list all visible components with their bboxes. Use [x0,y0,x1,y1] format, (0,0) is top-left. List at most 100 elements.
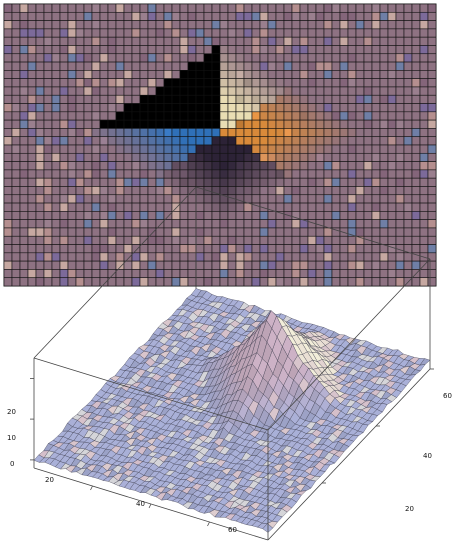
heatmap-cell [427,53,437,63]
heatmap-cell [171,219,181,229]
heatmap-cell [427,152,437,162]
heatmap-cell [123,211,133,220]
heatmap-cell [339,235,349,245]
heatmap-cell [115,94,125,104]
heatmap-cell [27,119,37,129]
heatmap-cell [379,211,389,220]
heatmap-cell [115,260,125,270]
heatmap-cell [59,94,69,104]
heatmap-cell [363,252,373,262]
heatmap-cell [155,227,165,237]
heatmap-cell [107,94,117,104]
heatmap-cell [419,177,429,187]
heatmap-cell [187,78,197,88]
heatmap-cell [179,20,189,30]
heatmap-cell [211,78,221,88]
heatmap-cell [27,161,37,171]
heatmap-cell [259,161,269,171]
heatmap-cell [283,194,293,204]
heatmap-cell [35,94,45,104]
heatmap-cell [123,103,133,113]
heatmap-cell [403,252,413,262]
heatmap-cell [35,177,45,187]
heatmap-cell [75,277,85,287]
heatmap-cell [27,53,37,63]
heatmap-cell [339,119,349,129]
heatmap-cell [115,235,125,245]
heatmap-cell [355,111,365,121]
heatmap-cell [243,269,253,279]
heatmap-cell [307,36,317,46]
heatmap-cell [27,169,37,179]
heatmap-cell [379,28,389,38]
heatmap-cell [43,177,53,187]
heatmap-cell [227,86,237,96]
heatmap-cell [147,28,157,38]
heatmap-cell [3,186,13,196]
heatmap-cell [235,244,245,254]
heatmap-cell [267,235,277,245]
heatmap-cell [419,211,429,220]
heatmap-cell [147,94,157,104]
heatmap-cell [363,53,373,63]
heatmap-cell [323,161,333,171]
heatmap-cell [347,211,357,220]
heatmap-cell [99,202,109,212]
heatmap-cell [83,244,93,254]
heatmap-cell [43,119,53,129]
heatmap-cell [307,20,317,30]
heatmap-cell [227,144,237,154]
heatmap-cell [363,144,373,154]
heatmap-cell [291,169,301,179]
heatmap-cell [371,202,381,212]
heatmap-cell [403,94,413,104]
heatmap-cell [235,186,245,196]
heatmap-cell [307,53,317,63]
heatmap-cell [267,3,277,13]
heatmap-cell [299,202,309,212]
heatmap-cell [115,111,125,121]
heatmap-cell [195,136,205,146]
heatmap-cell [163,36,173,46]
heatmap-cell [427,211,437,220]
heatmap-cell [355,260,365,270]
heatmap-cell [387,152,397,162]
heatmap-cell [107,61,117,71]
heatmap-cell [355,78,365,88]
heatmap-cell [3,136,13,146]
heatmap-cell [75,61,85,71]
heatmap-cell [91,202,101,212]
heatmap-cell [187,119,197,129]
heatmap-cell [283,45,293,55]
heatmap-cell [251,78,261,88]
heatmap-cell [59,161,69,171]
heatmap-cell [27,136,37,146]
heatmap-cell [371,177,381,187]
heatmap-cell [83,61,93,71]
heatmap-cell [371,11,381,21]
heatmap-cell [235,269,245,279]
heatmap-cell [331,36,341,46]
heatmap-cell [131,53,141,63]
heatmap-cell [211,244,221,254]
heatmap-cell [59,111,69,121]
heatmap-cell [291,28,301,38]
heatmap-cell [323,177,333,187]
heatmap-cell [139,227,149,237]
heatmap-cell [155,45,165,55]
heatmap-cell [371,94,381,104]
heatmap-cell [395,86,405,96]
heatmap-cell [123,94,133,104]
heatmap-cell [155,53,165,63]
heatmap-cell [235,20,245,30]
heatmap-cell [35,194,45,204]
heatmap-cell [243,260,253,270]
heatmap-cell [355,103,365,113]
heatmap-cell [403,3,413,13]
heatmap-cell [171,3,181,13]
heatmap-cell [3,36,13,46]
heatmap-cell [123,86,133,96]
heatmap-cell [11,45,21,55]
heatmap-cell [275,144,285,154]
heatmap-cell [187,53,197,63]
